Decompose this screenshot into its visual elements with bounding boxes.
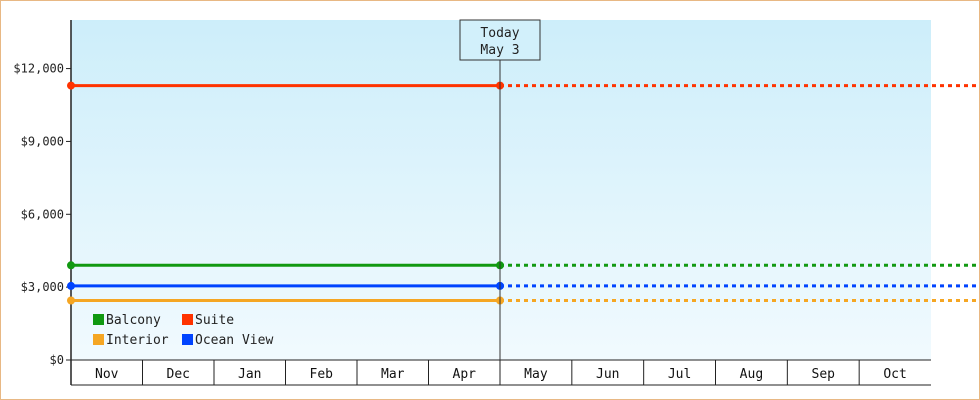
plot-area [71, 20, 931, 360]
series-point-start [67, 261, 75, 270]
today-label: Today [480, 26, 519, 41]
y-tick-label: $6,000 [21, 207, 64, 221]
series-point-start [67, 81, 75, 90]
y-tick-label: $9,000 [21, 134, 64, 148]
today-marker: Today May 3 [459, 19, 541, 360]
series-lines [67, 81, 980, 305]
x-tick-label: Jan [238, 367, 261, 382]
today-box [459, 19, 541, 61]
legend: Balcony Suite Interior Ocean View [93, 313, 273, 348]
x-tick-label: Feb [310, 367, 334, 382]
legend-swatch [182, 314, 193, 325]
legend-label: Balcony [106, 313, 161, 328]
legend-swatch [93, 334, 104, 345]
x-tick-label: Mar [381, 367, 405, 382]
legend-swatch [182, 334, 193, 345]
x-tick-label: May [524, 367, 548, 382]
x-tick-label: Jul [668, 367, 691, 382]
legend-label: Suite [195, 313, 234, 328]
x-tick-label: Jun [596, 367, 619, 382]
legend-label: Ocean View [195, 333, 273, 348]
legend-label: Interior [106, 333, 169, 348]
x-tick-label: Sep [812, 367, 836, 382]
x-tick-label: Oct [883, 367, 906, 382]
series-point-start [67, 296, 75, 305]
legend-swatch [93, 314, 104, 325]
today-date: May 3 [480, 43, 519, 58]
x-tick-label: Apr [453, 367, 477, 382]
x-tick-label: Nov [95, 367, 119, 382]
x-axis: Nov Dec Jan Feb Mar Apr May Jun Jul Aug Sep Oct [71, 359, 931, 386]
y-tick-label: $0 [50, 353, 64, 367]
y-axis: $0 $3,000 $6,000 $9,000 $12,000 [13, 20, 72, 385]
y-tick-label: $12,000 [13, 62, 64, 76]
x-tick-label: Dec [167, 367, 190, 382]
y-tick-label: $3,000 [21, 280, 64, 294]
series-point-start [67, 281, 75, 290]
x-tick-label: Aug [740, 367, 763, 382]
